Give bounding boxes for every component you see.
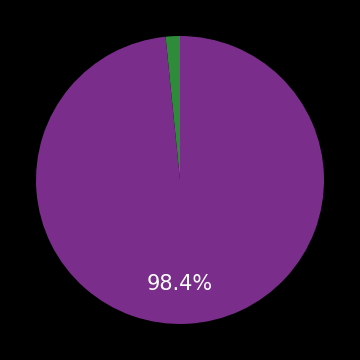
Text: 98.4%: 98.4%	[147, 274, 213, 294]
Wedge shape	[36, 36, 324, 324]
Wedge shape	[166, 36, 180, 180]
